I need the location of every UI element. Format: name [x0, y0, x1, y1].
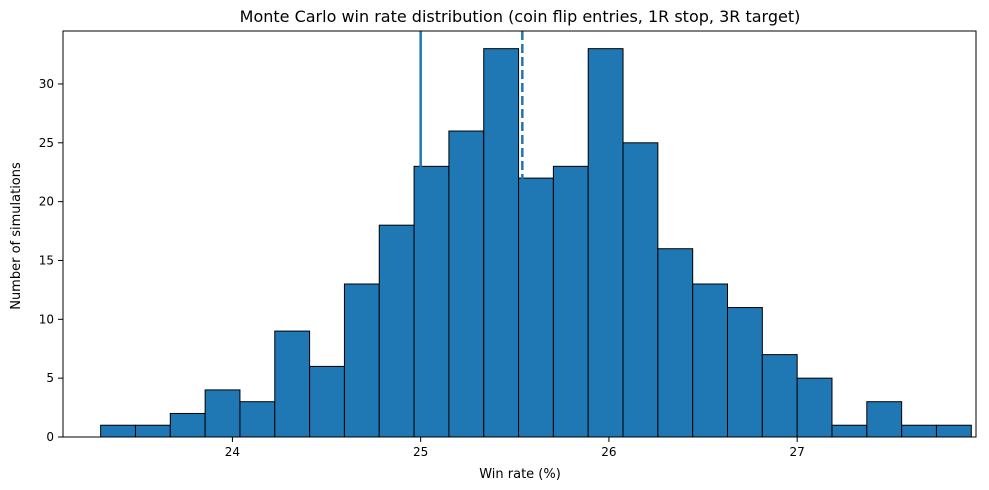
y-tick-label: 30 [39, 77, 54, 91]
y-tick-label: 10 [39, 312, 54, 326]
x-axis-label: Win rate (%) [479, 467, 561, 482]
histogram-bar [901, 424, 937, 438]
y-axis-label: Number of simulations [9, 162, 24, 310]
histogram-bar [378, 224, 415, 438]
plot-frame [62, 30, 977, 438]
histogram-bar [587, 48, 624, 438]
x-tick-label: 27 [790, 445, 805, 459]
histogram-bar [134, 424, 171, 438]
histogram-bar [239, 401, 276, 438]
histogram-bar [935, 424, 972, 438]
histogram-bar [169, 412, 206, 438]
reference-lines-group [419, 31, 524, 437]
y-tick-label: 5 [46, 371, 54, 385]
y-axis: 0 5 10 15 20 25 30 [39, 77, 63, 444]
histogram-bar [866, 401, 903, 438]
x-tick-label: 26 [601, 445, 616, 459]
x-tick-label: 24 [225, 445, 240, 459]
bars-group [100, 48, 972, 438]
y-tick-label: 15 [39, 253, 54, 267]
histogram-bar [727, 307, 763, 438]
histogram-bar [518, 177, 554, 438]
histogram-bar [483, 48, 520, 438]
x-tick-label: 25 [413, 445, 428, 459]
chart-title: Monte Carlo win rate distribution (coin … [240, 7, 801, 26]
histogram-bar [309, 365, 345, 438]
y-tick-label: 25 [39, 136, 54, 150]
histogram-bar [657, 248, 694, 438]
histogram-bar [552, 165, 589, 438]
y-tick-label: 20 [39, 195, 54, 209]
histogram-bar [761, 354, 798, 438]
histogram-bar [204, 389, 241, 438]
histogram-bar [343, 283, 380, 438]
y-tick-label: 0 [46, 430, 54, 444]
histogram-bar [796, 377, 833, 438]
histogram-bar [831, 424, 868, 438]
histogram-bar [692, 283, 729, 438]
histogram-bar [622, 142, 659, 438]
histogram-bar [448, 130, 485, 438]
histogram-bar [100, 424, 136, 438]
x-axis: 24 25 26 27 [225, 437, 805, 459]
histogram-bar [413, 165, 450, 438]
histogram-bar [274, 330, 311, 438]
